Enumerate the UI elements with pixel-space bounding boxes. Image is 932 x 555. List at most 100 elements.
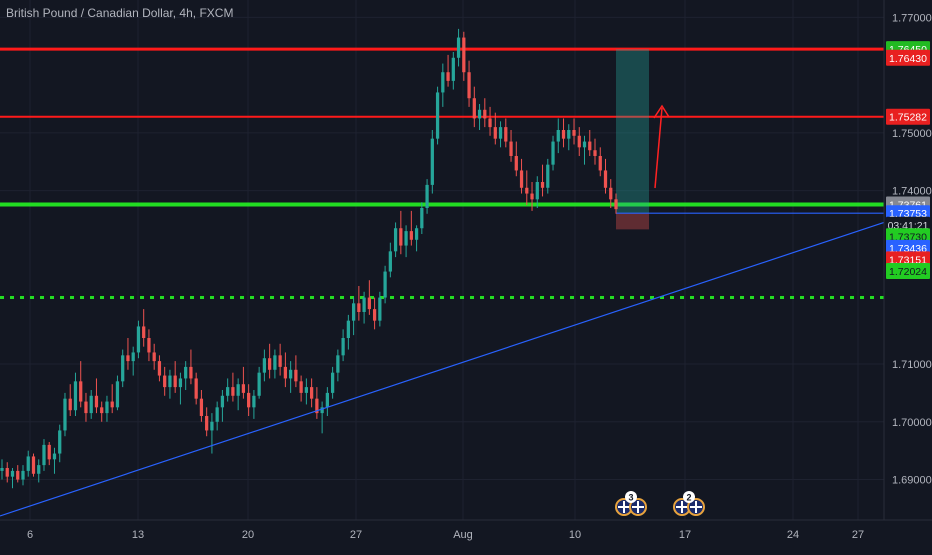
candle-body	[588, 141, 592, 151]
candle-body	[210, 421, 214, 431]
x-tick-label: 17	[679, 529, 691, 541]
candle-body	[257, 372, 261, 396]
candle-body	[268, 358, 272, 370]
arrow-annotation[interactable]	[653, 104, 670, 189]
candle-body	[420, 208, 424, 229]
candle-body	[5, 468, 9, 477]
candle	[278, 343, 282, 376]
candle-body	[603, 170, 608, 188]
candle	[189, 349, 193, 385]
event-marker[interactable]: 3	[615, 491, 647, 516]
candle-body	[561, 130, 566, 139]
candle-body	[236, 384, 240, 396]
arrow-shaft[interactable]	[654, 107, 663, 189]
candle	[220, 390, 225, 422]
x-tick-label: 20	[242, 529, 254, 541]
candle-body	[483, 109, 487, 119]
candle-body	[215, 407, 219, 422]
long-position-tool[interactable]	[616, 49, 884, 230]
candle-body	[509, 141, 513, 156]
candle-body	[519, 170, 524, 188]
candle-body	[540, 182, 545, 188]
candle-body	[105, 401, 109, 414]
candle	[194, 372, 198, 405]
candle-body	[304, 387, 309, 393]
horizontal-lines[interactable]	[0, 47, 884, 300]
candle	[152, 343, 156, 370]
price-label-text: 1.76430	[889, 53, 927, 65]
candle-body	[168, 375, 172, 388]
candle	[79, 361, 83, 408]
candle-body	[362, 297, 366, 312]
candle-body	[472, 98, 476, 119]
price-axis[interactable]: 1.77000 1.75000 1.74000 1.71000 1.70000 1.690…	[892, 12, 932, 486]
trendline[interactable]	[0, 221, 885, 517]
candle	[346, 314, 350, 350]
candle	[477, 104, 482, 130]
candle-body	[73, 381, 78, 411]
uk-flag-cross	[676, 501, 688, 513]
candle	[105, 395, 109, 422]
candle-body	[414, 228, 419, 240]
candle	[341, 329, 345, 362]
candle-body	[136, 326, 141, 353]
event-count: 2	[686, 493, 691, 503]
candle-body	[220, 395, 225, 408]
candle-body	[157, 361, 162, 376]
candle-body	[593, 150, 597, 156]
position-stop-zone[interactable]	[616, 213, 649, 230]
candle	[309, 378, 314, 408]
candle	[525, 170, 529, 206]
candle	[58, 424, 62, 463]
candle-body	[551, 141, 555, 165]
candle-body	[84, 401, 88, 414]
candle	[262, 349, 267, 382]
x-tick-label: 10	[569, 529, 581, 541]
candle-body	[367, 297, 371, 310]
candle-body	[357, 303, 361, 312]
candle-body	[430, 138, 434, 185]
candle	[205, 407, 209, 437]
arrow-head[interactable]	[653, 104, 670, 119]
candle-body	[278, 355, 282, 367]
candle-body	[121, 355, 125, 382]
price-label-box	[886, 108, 930, 125]
time-axis[interactable]: 6 13 20 27 Aug 10 17 24 27	[27, 529, 864, 541]
uk-flag-cross	[632, 501, 644, 513]
candle-body	[446, 72, 450, 81]
candle-body	[52, 453, 57, 460]
price-label: 1.76430	[886, 49, 930, 66]
candle	[435, 86, 440, 145]
candle-body	[451, 57, 455, 81]
candle-body	[330, 372, 335, 393]
candle-body	[393, 228, 398, 252]
candle	[372, 297, 377, 330]
candle	[330, 366, 335, 399]
candle-body	[194, 378, 198, 399]
candle-body	[178, 378, 183, 388]
candle-body	[582, 141, 587, 148]
trendline-group[interactable]	[0, 221, 885, 517]
candle	[535, 176, 539, 208]
candle-body	[252, 395, 256, 408]
candle	[351, 297, 356, 336]
y-tick-label: 1.70000	[892, 417, 932, 429]
candle-body	[68, 398, 72, 411]
candle-body	[94, 395, 99, 408]
position-target-zone[interactable]	[616, 49, 649, 214]
candle-body	[10, 470, 15, 477]
candle-body	[47, 444, 51, 460]
event-marker[interactable]: 2	[673, 491, 705, 516]
candle	[357, 286, 361, 321]
candle-body	[498, 127, 503, 139]
y-tick-label: 1.74000	[892, 186, 932, 198]
candle	[37, 459, 41, 483]
candle-body	[572, 130, 576, 136]
candle-body	[189, 366, 193, 379]
candle-body	[110, 401, 114, 408]
candle-body	[614, 199, 618, 210]
candle	[336, 349, 340, 382]
